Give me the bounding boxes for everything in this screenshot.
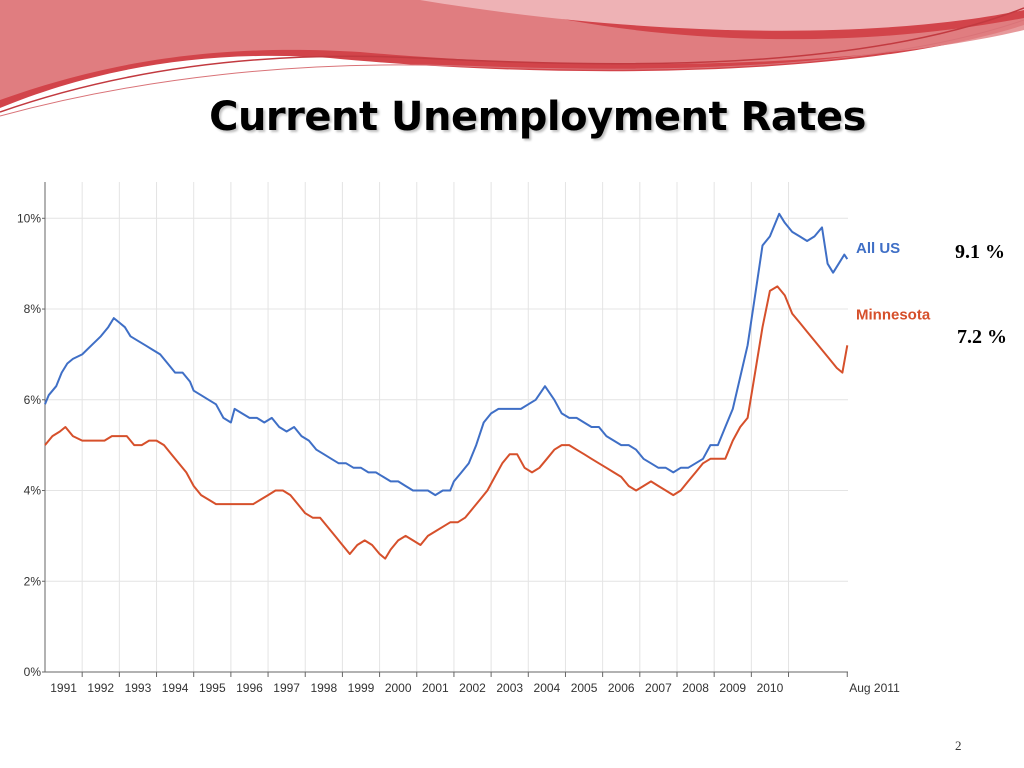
x-tick-labels: 1991 1992 1993 1994 1995 1996 1997 1998 1999 2000… bbox=[50, 681, 900, 695]
minnesota-rate-callout: 7.2 % bbox=[957, 326, 1007, 348]
y-tick-label: 0% bbox=[24, 665, 42, 679]
y-tick-labels: 0% 2% 4% 6% 8% 10% bbox=[17, 211, 41, 679]
x-tick-label: 1996 bbox=[236, 681, 263, 695]
y-tick-label: 4% bbox=[24, 484, 42, 498]
x-tick-label: 1991 bbox=[50, 681, 77, 695]
x-tick-label: 1992 bbox=[87, 681, 114, 695]
minnesota-line bbox=[44, 285, 849, 560]
unemployment-line-chart: 0%2%4%6%8%10% 1991 1992 1993 1994 1995 1996 19… bbox=[17, 182, 931, 695]
y-tick-label: 2% bbox=[24, 574, 42, 588]
legend: All US Minnesota bbox=[856, 240, 931, 323]
x-tick-label: 2010 bbox=[757, 681, 784, 695]
y-tick-label: 8% bbox=[24, 302, 42, 316]
minnesota-legend-label: Minnesota bbox=[856, 306, 931, 323]
x-tick-label: 2003 bbox=[496, 681, 523, 695]
x-tick-label: 1995 bbox=[199, 681, 226, 695]
x-tick-label: 1994 bbox=[162, 681, 189, 695]
x-tick-label: 1993 bbox=[125, 681, 152, 695]
x-tick-label: 2005 bbox=[571, 681, 598, 695]
x-tick-label: 2002 bbox=[459, 681, 486, 695]
y-tick-label: 10% bbox=[17, 211, 41, 225]
x-tick-label: 1999 bbox=[348, 681, 375, 695]
slide-banner bbox=[0, 0, 1024, 117]
x-tick-label: 2004 bbox=[534, 681, 561, 695]
x-tick-label: 1997 bbox=[273, 681, 300, 695]
x-tick-label: 2007 bbox=[645, 681, 672, 695]
all-us-rate-callout: 9.1 % bbox=[955, 241, 1005, 263]
slide-number: 2 bbox=[955, 738, 962, 753]
x-tick-label: 2008 bbox=[682, 681, 709, 695]
x-tick-label: 2000 bbox=[385, 681, 412, 695]
grid-lines bbox=[45, 182, 848, 672]
all-us-line bbox=[44, 212, 849, 497]
x-tick-label: 1998 bbox=[310, 681, 337, 695]
all-us-legend-label: All US bbox=[856, 240, 900, 257]
slide-title: Current Unemployment Rates bbox=[209, 94, 866, 140]
y-tick-label: 6% bbox=[24, 393, 42, 407]
x-tick-label: 2001 bbox=[422, 681, 449, 695]
series-lines bbox=[44, 212, 849, 560]
x-tick-label: Aug 2011 bbox=[849, 681, 900, 695]
x-tick-label: 2006 bbox=[608, 681, 635, 695]
x-tick-label: 2009 bbox=[719, 681, 746, 695]
axes bbox=[42, 182, 848, 677]
